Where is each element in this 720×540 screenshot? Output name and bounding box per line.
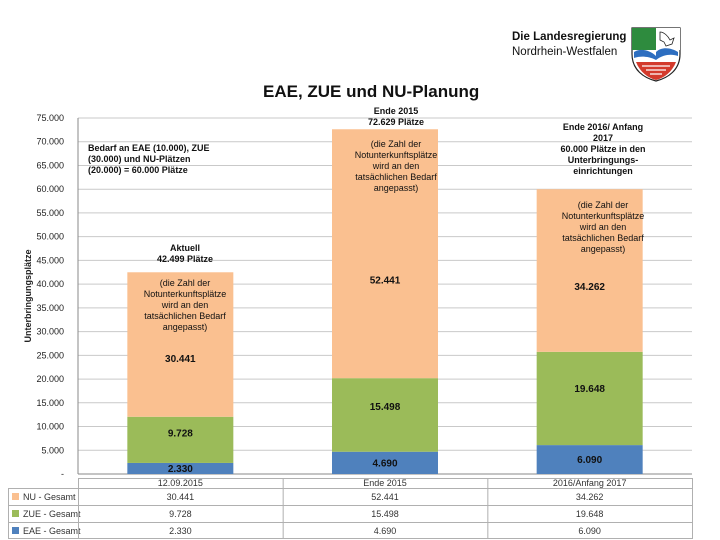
bar-segment <box>536 189 643 352</box>
table-cell: 6.090 <box>578 526 601 536</box>
end2015-adjust-line: tatsächlichen Bedarf <box>355 172 437 182</box>
data-label: 4.690 <box>372 458 397 469</box>
y-tick-label: 20.000 <box>36 374 64 384</box>
bar-segment <box>127 272 234 417</box>
end2016-total-line: 2017 <box>592 133 614 143</box>
bar-segment <box>536 351 643 446</box>
y-tick-label: 35.000 <box>36 303 64 313</box>
y-axis-label: Unterbringungsplätze <box>23 249 33 342</box>
bar-segment <box>127 462 234 474</box>
end2016-total-line: 60.000 Plätze in den <box>560 144 646 154</box>
y-tick-label: 30.000 <box>36 327 64 337</box>
table-cell: 19.648 <box>576 509 604 519</box>
current-adjust-line: (die Zahl der <box>159 278 211 288</box>
data-label: 15.498 <box>370 402 401 413</box>
demand-note-line: Bedarf an EAE (10.000), ZUE <box>88 143 210 153</box>
data-label: 30.441 <box>165 354 196 365</box>
bar-segment <box>127 416 234 463</box>
y-tick-label: 60.000 <box>36 184 64 194</box>
bar-segment <box>536 445 643 474</box>
nrw-crest-icon <box>630 26 682 82</box>
government-name-line1: Die Landesregierung <box>512 31 627 43</box>
legend-swatch <box>12 527 19 534</box>
end2015-adjust-line: angepasst) <box>373 183 419 193</box>
current-adjust-line: Notunterkunftsplätze <box>143 289 227 299</box>
end2015-total-note: Ende 2015 72.629 Plätze <box>340 106 452 128</box>
end2016-total-line: einrichtungen <box>573 166 633 176</box>
slide-title: EAE, ZUE und NU-Planung <box>263 82 480 101</box>
y-tick-label: 15.000 <box>36 398 64 408</box>
legend-label: ZUE - Gesamt <box>23 509 81 519</box>
legend-label: EAE - Gesamt <box>23 526 81 536</box>
y-tick-label: 45.000 <box>36 255 64 265</box>
end2016-adjust-line: (die Zahl der <box>577 200 629 210</box>
end2015-adjust-line: Notunterkunftsplätze <box>354 150 438 160</box>
data-label: 6.090 <box>577 455 602 466</box>
table-cell: 34.262 <box>576 492 604 502</box>
data-label: 9.728 <box>168 429 193 440</box>
category-label: 2016/Anfang 2017 <box>553 478 627 488</box>
table-cell: 4.690 <box>374 526 397 536</box>
y-tick-label: 55.000 <box>36 208 64 218</box>
end2016-total-line: Unterbringungs- <box>567 155 639 165</box>
end2015-adjust-line: (die Zahl der <box>370 139 422 149</box>
government-name: Die Landesregierung Nordrhein-Westfalen <box>512 30 626 60</box>
y-tick-label: 5.000 <box>41 445 64 455</box>
end2015-total-line: Ende 2015 <box>373 106 419 116</box>
bar-segment <box>332 451 438 474</box>
legend-swatch <box>12 510 19 517</box>
y-tick-label: 70.000 <box>36 137 64 147</box>
y-tick-label: 50.000 <box>36 232 64 242</box>
end2015-adjust-note: (die Zahl der Notunterkunftsplätze wird … <box>340 139 452 194</box>
end2016-adjust-line: wird an den <box>579 222 627 232</box>
legend-swatch <box>12 493 19 500</box>
demand-note-line: (30.000) und NU-Plätzen <box>88 154 191 164</box>
table-cell: 15.498 <box>371 509 399 519</box>
bar-segment <box>332 129 438 379</box>
end2016-total-line: Ende 2016/ Anfang <box>562 122 644 132</box>
current-adjust-note: (die Zahl der Notunterkunftsplätze wird … <box>130 278 240 333</box>
data-label: 52.441 <box>370 276 401 287</box>
y-tick-label: 40.000 <box>36 279 64 289</box>
current-adjust-line: tatsächlichen Bedarf <box>144 311 226 321</box>
y-tick-label: - <box>61 469 64 479</box>
demand-note-line: (20.000) = 60.000 Plätze <box>88 165 188 175</box>
government-name-line2: Nordrhein-Westfalen <box>512 46 618 58</box>
end2016-adjust-note: (die Zahl der Notunterkunftsplätze wird … <box>548 200 658 255</box>
category-label: Ende 2015 <box>363 478 407 488</box>
y-tick-label: 10.000 <box>36 422 64 432</box>
end2016-adjust-line: angepasst) <box>580 244 626 254</box>
current-total-line: 42.499 Plätze <box>156 254 214 264</box>
legend-label: NU - Gesamt <box>23 492 76 502</box>
end2016-adjust-line: Notunterkunftsplätze <box>561 211 645 221</box>
table-cell: 30.441 <box>167 492 195 502</box>
data-label: 19.648 <box>574 384 605 395</box>
end2015-total-line: 72.629 Plätze <box>367 117 425 127</box>
data-table: 12.09.2015 Ende 2015 2016/Anfang 2017 NU - … <box>8 478 693 539</box>
demand-note: Bedarf an EAE (10.000), ZUE (30.000) und… <box>88 143 210 176</box>
current-adjust-line: wird an den <box>161 300 209 310</box>
table-cell: 2.330 <box>169 526 192 536</box>
stacked-bar-chart: - 5.000 10.000 15.000 20.000 25.000 30.000 35.0… <box>23 113 692 479</box>
current-total-line: Aktuell <box>169 243 200 253</box>
data-label: 34.262 <box>574 282 605 293</box>
category-label: 12.09.2015 <box>158 478 203 488</box>
y-tick-label: 65.000 <box>36 160 64 170</box>
table-cell: 52.441 <box>371 492 399 502</box>
table-cell: 9.728 <box>169 509 192 519</box>
y-tick-label: 25.000 <box>36 350 64 360</box>
chart-area: - 5.000 10.000 15.000 20.000 25.000 30.000 35.0… <box>0 106 720 540</box>
current-total-note: Aktuell 42.499 Plätze <box>130 243 240 265</box>
bar-segment <box>332 378 438 452</box>
current-adjust-line: angepasst) <box>162 322 208 332</box>
end2016-adjust-line: tatsächlichen Bedarf <box>562 233 644 243</box>
end2015-adjust-line: wird an den <box>372 161 420 171</box>
data-label: 2.330 <box>168 464 193 475</box>
y-tick-label: 75.000 <box>36 113 64 123</box>
end2016-total-note: Ende 2016/ Anfang 2017 60.000 Plätze in … <box>548 122 658 177</box>
